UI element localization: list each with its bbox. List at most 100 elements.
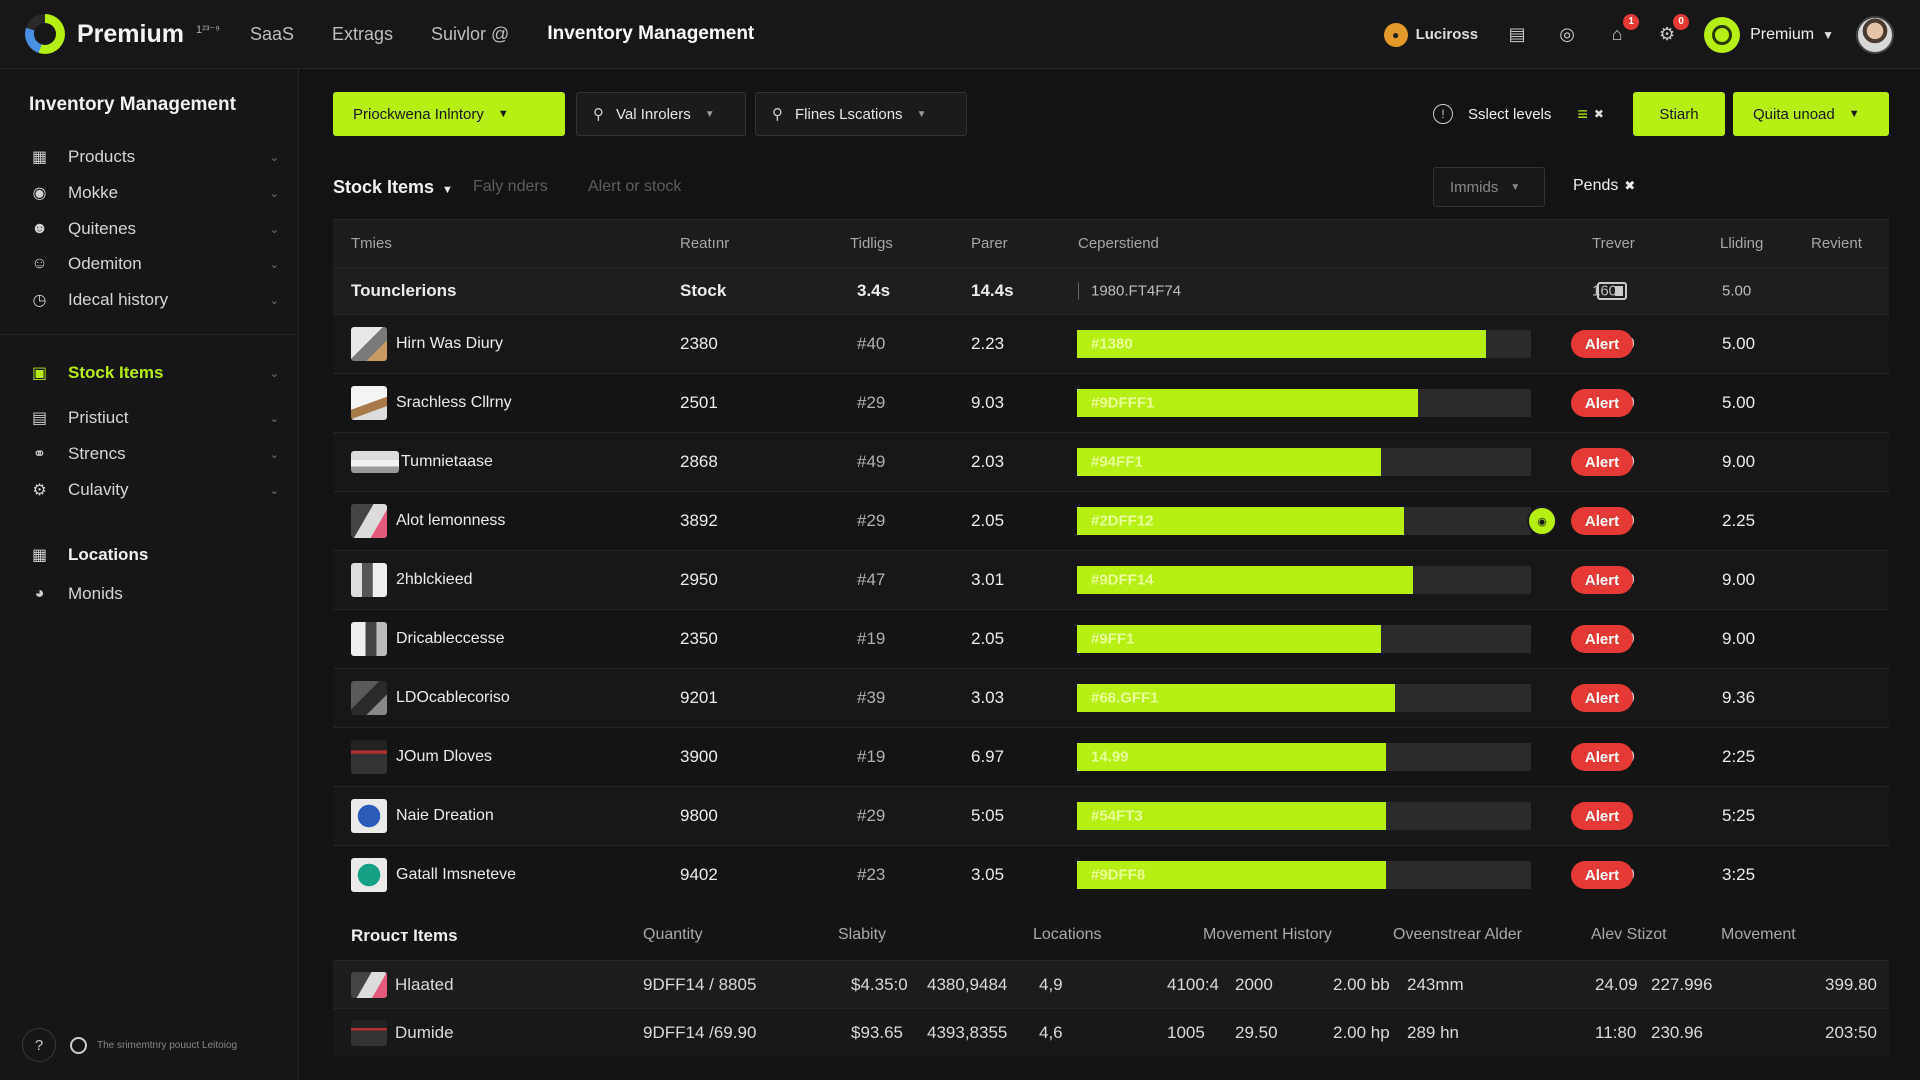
plan-dropdown[interactable]: Premium ▼ xyxy=(1704,16,1834,53)
product-row[interactable]: Dumide 9DFF14 /69.90 $93.65 4393,8355 4,6 100… xyxy=(333,1008,1889,1056)
row-c7: 3:25 xyxy=(1722,865,1756,884)
table-row[interactable]: Gatall Imsneteve9402#233.05#9DFF813.003:… xyxy=(333,845,1889,904)
pends-toggle[interactable]: Pends ✖ xyxy=(1573,177,1635,195)
header-lliding[interactable]: Lliding xyxy=(1720,235,1764,252)
product-header-stizot[interactable]: Alev Stizot xyxy=(1591,926,1667,943)
row-val: 2.05 xyxy=(971,629,1005,648)
brand-logo-icon xyxy=(25,14,65,54)
table-row[interactable]: Hirn Was Diury2380#402.23#138013.005.00A… xyxy=(333,314,1889,373)
header-parer[interactable]: Parer xyxy=(971,235,1008,252)
sidebar-item-pristiuct[interactable]: ▤ Pristiuct ⌄ xyxy=(29,405,279,431)
product-header-locations[interactable]: Locations xyxy=(1033,926,1102,943)
view-dropdown[interactable]: Immids ▼ xyxy=(1433,167,1545,207)
alert-badge[interactable]: Alert xyxy=(1571,802,1633,830)
sidebar-item-monids[interactable]: ◕ Monids xyxy=(29,581,279,607)
stock-level-bar: #9DFF8 xyxy=(1077,861,1531,889)
sidebar-item-quitenes[interactable]: ☻ Quitenes ⌄ xyxy=(29,216,279,242)
card-icon[interactable] xyxy=(1597,282,1627,300)
brand-name: Premium xyxy=(77,19,184,48)
row-c7: 5:25 xyxy=(1722,806,1756,825)
select-levels[interactable]: ! Sslect levels ≡ ✖ xyxy=(1433,92,1604,136)
stock-items-tab[interactable]: Stock Items ▼ xyxy=(333,177,453,198)
close-icon: ✖ xyxy=(1624,178,1636,193)
sidebar-item-label: Mokke xyxy=(68,183,119,202)
table-row[interactable]: Dricableccesse2350#192.05#9FF113.009.00A… xyxy=(333,609,1889,668)
summary-row[interactable]: Tounclerions Stock 3.4s 14.4s 1980.FT4F7… xyxy=(333,267,1889,314)
product-header-movement[interactable]: Movement xyxy=(1721,926,1796,943)
nav-saas[interactable]: SaaS xyxy=(249,23,294,44)
product-header-slabity[interactable]: Slabity xyxy=(838,926,887,943)
search-button[interactable]: Stiarh xyxy=(1633,92,1725,136)
home-icon[interactable]: ⌂ 1 xyxy=(1604,13,1640,48)
brand[interactable]: Premium 1²³⁻⁹ xyxy=(25,14,220,54)
alert-badge[interactable]: Alert xyxy=(1571,743,1633,771)
row-qty: 9402 xyxy=(680,865,718,884)
header-names[interactable]: Tmies xyxy=(351,235,392,252)
product-header-quantity[interactable]: Quantity xyxy=(643,926,703,943)
alert-badge[interactable]: Alert xyxy=(1571,330,1633,358)
alert-badge[interactable]: Alert xyxy=(1571,625,1633,653)
locations-search[interactable]: ⚲ Flines Lscations ▼ xyxy=(755,92,967,136)
sidebar-item-idecal-history[interactable]: ◷ Idecal history ⌄ xyxy=(29,287,279,313)
header-reatinr[interactable]: Reatınr xyxy=(680,235,730,252)
avatar[interactable] xyxy=(1856,15,1894,54)
header-ceperstiend[interactable]: Ceperstiend xyxy=(1078,235,1159,252)
nav-suivlor[interactable]: Suivlor @ xyxy=(431,23,510,44)
user-chip[interactable]: ● Luciross xyxy=(1383,22,1478,47)
vendors-search[interactable]: ⚲ Val Inrolers ▼ xyxy=(576,92,746,136)
alert-badge[interactable]: Alert xyxy=(1571,861,1633,889)
alert-badge[interactable]: Alert xyxy=(1571,566,1633,594)
product-header-alder[interactable]: Oveenstrear Alder xyxy=(1393,926,1522,943)
sidebar-item-mokke[interactable]: ◉ Mokke ⌄ xyxy=(29,180,279,206)
chevron-down-icon: ▼ xyxy=(1822,27,1834,42)
alert-badge[interactable]: Alert xyxy=(1571,684,1633,712)
table-row[interactable]: 2hblckieed2950#473.01#9DFF1413.509.00Ale… xyxy=(333,550,1889,609)
header-revient[interactable]: Revient xyxy=(1811,235,1862,252)
sidebar-item-products[interactable]: ▦ Products ⌄ xyxy=(29,144,279,170)
stock-level-bar: #9DFF14 xyxy=(1077,566,1531,594)
vendors-search-label: Val Inrolers xyxy=(616,105,691,123)
header-tidligs[interactable]: Tidligs xyxy=(850,235,893,252)
newspaper-icon[interactable]: ▤ xyxy=(1508,24,1526,44)
table-row[interactable]: Naie Dreation9800#295:05#54FT313055:25Al… xyxy=(333,786,1889,845)
row-val: 5:05 xyxy=(971,806,1005,825)
help-button[interactable]: ? xyxy=(22,1028,56,1062)
sidebar-item-culavity[interactable]: ⚙ Culavity ⌄ xyxy=(29,477,279,503)
tab-alert-stock[interactable]: Alert or stock xyxy=(588,178,682,195)
table-row[interactable]: Srachless Cllrny2501#299.03#9DFFF113.005… xyxy=(333,373,1889,432)
stock-level-bar: #9FF1 xyxy=(1077,625,1531,653)
summary-col4: 14.4s xyxy=(971,281,1014,300)
chevron-down-icon: ⌄ xyxy=(269,367,279,380)
tab-faly-nders[interactable]: Faly nders xyxy=(473,178,548,195)
product-header-movement-history[interactable]: Movement History xyxy=(1203,926,1332,943)
product-cell-c8: 243mm xyxy=(1407,974,1464,994)
alert-badge[interactable]: Alert xyxy=(1571,448,1633,476)
alert-badge[interactable]: Alert xyxy=(1571,389,1633,417)
table-row[interactable]: JOum Dloves3900#196.9714.9913.002:25Aler… xyxy=(333,727,1889,786)
sidebar-item-stock-items[interactable]: ▣ Stock Items ⌄ xyxy=(29,360,279,386)
row-name: Srachless Cllrny xyxy=(396,394,512,411)
download-button[interactable]: Quita unoad ▼ xyxy=(1733,92,1889,136)
header-trever[interactable]: Trever xyxy=(1592,235,1635,252)
sidebar-item-locations[interactable]: ▦ Locations xyxy=(29,542,279,568)
bell-icon[interactable]: ⚙ 0 xyxy=(1654,13,1690,48)
inventory-dropdown[interactable]: Priockwena Inlntory ▼ xyxy=(333,92,565,136)
stock-level-fill xyxy=(1077,330,1486,358)
product-row[interactable]: Hlaated 9DFF14 / 8805 $4.35:0 4380,9484 4,9 4… xyxy=(333,960,1889,1008)
table-row[interactable]: Tumnietaase2868#492.03#94FF113.409.00Ale… xyxy=(333,432,1889,491)
nav-extrags[interactable]: Extrags xyxy=(332,23,394,44)
table-row[interactable]: LDOcablecoriso9201#393.03#68.GFF113.009.… xyxy=(333,668,1889,727)
table-row[interactable]: Alot lemonness3892#292.05#2DFF12◉13.002.… xyxy=(333,491,1889,550)
sidebar-item-odemiton[interactable]: ☺ Odemiton ⌄ xyxy=(29,251,279,277)
broadcast-icon[interactable]: ◎ xyxy=(1559,24,1575,44)
footer-text: The srimemtnry pouuct Leitoiog xyxy=(97,1039,238,1051)
alert-badge[interactable]: Alert xyxy=(1571,507,1633,535)
location-pin-icon[interactable]: ◉ xyxy=(1527,506,1557,536)
nav-inventory-management[interactable]: Inventory Management xyxy=(547,23,755,44)
product-header-items[interactable]: Rroucт Items xyxy=(351,926,458,945)
sidebar-item-strencs[interactable]: ⚭ Strencs ⌄ xyxy=(29,441,279,467)
link-icon: ⚭ xyxy=(32,446,47,463)
levels-icon[interactable]: ≡ xyxy=(1577,103,1588,124)
close-icon[interactable]: ✖ xyxy=(1593,107,1604,121)
search-button-label: Stiarh xyxy=(1659,105,1699,123)
